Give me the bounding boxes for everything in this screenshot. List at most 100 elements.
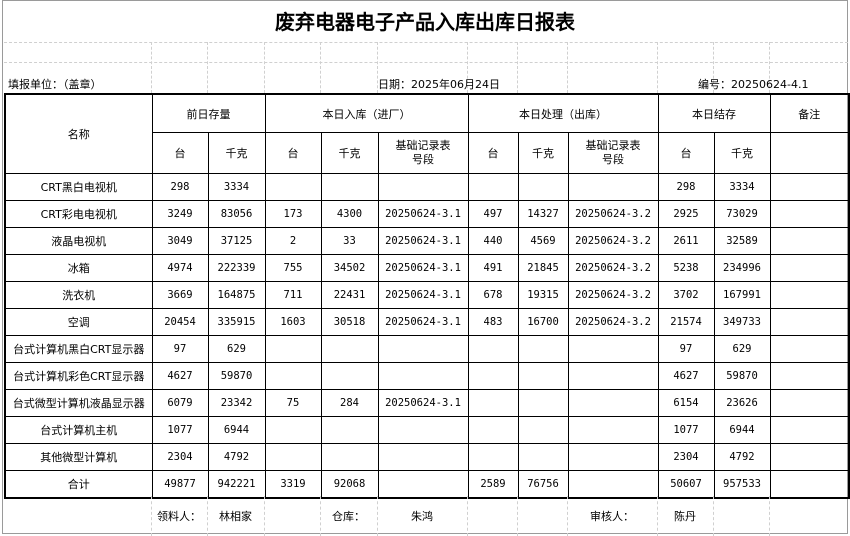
header-unit-tai: 台 xyxy=(657,132,715,174)
cell-bal-tai: 2925 xyxy=(657,200,715,228)
cell-name: 合计 xyxy=(4,470,153,499)
cell-remark xyxy=(769,308,850,336)
cell-out-tai: 491 xyxy=(467,254,519,282)
cell-prev-kg: 6944 xyxy=(207,416,266,444)
cell-in-record: 20250624-3.1 xyxy=(377,389,469,417)
cell-remark xyxy=(769,200,850,228)
cell-in-kg xyxy=(320,335,379,363)
gridline xyxy=(769,42,770,93)
cell-prev-tai: 1077 xyxy=(151,416,209,444)
cell-bal-kg: 4792 xyxy=(713,443,771,471)
cell-out-record xyxy=(567,470,659,499)
header-unit-tai: 台 xyxy=(151,132,209,174)
cell-out-tai xyxy=(467,335,519,363)
cell-bal-kg: 23626 xyxy=(713,389,771,417)
cell-out-record xyxy=(567,416,659,444)
signature-row: 领料人： 林相家 仓库： 朱鸿 审核人： 陈丹 xyxy=(4,496,848,536)
table-row: 洗衣机 3669 164875 711 22431 20250624-3.1 678 1931… xyxy=(4,281,850,309)
header-out: 本日处理（出库） xyxy=(467,93,659,133)
cell-in-record: 20250624-3.1 xyxy=(377,308,469,336)
cell-bal-kg: 6944 xyxy=(713,416,771,444)
gridline xyxy=(713,42,714,93)
gridline xyxy=(4,42,848,43)
cell-prev-kg: 164875 xyxy=(207,281,266,309)
cell-name: CRT彩电电视机 xyxy=(4,200,153,228)
cell-in-tai xyxy=(264,362,322,390)
cell-prev-kg: 942221 xyxy=(207,470,266,499)
cell-out-tai: 678 xyxy=(467,281,519,309)
cell-out-record: 20250624-3.2 xyxy=(567,308,659,336)
cell-out-kg xyxy=(517,416,569,444)
cell-bal-tai: 97 xyxy=(657,335,715,363)
cell-prev-tai: 6079 xyxy=(151,389,209,417)
cell-out-tai xyxy=(467,443,519,471)
cell-name: 台式计算机主机 xyxy=(4,416,153,444)
cell-bal-tai: 1077 xyxy=(657,416,715,444)
cell-bal-tai: 5238 xyxy=(657,254,715,282)
cell-bal-tai: 6154 xyxy=(657,389,715,417)
table-row: 液晶电视机 3049 37125 2 33 20250624-3.1 440 4569 2025… xyxy=(4,227,850,255)
cell-in-kg xyxy=(320,416,379,444)
gridline xyxy=(377,42,378,93)
cell-prev-tai: 97 xyxy=(151,335,209,363)
cell-name: 洗衣机 xyxy=(4,281,153,309)
gridline xyxy=(151,42,152,93)
receiver-label: 领料人： xyxy=(150,496,207,536)
cell-out-tai: 440 xyxy=(467,227,519,255)
total-row: 合计 49877 942221 3319 92068 2589 76756 50607 9575… xyxy=(4,470,850,499)
cell-out-record: 20250624-3.2 xyxy=(567,200,659,228)
cell-in-kg: 30518 xyxy=(320,308,379,336)
cell-remark xyxy=(769,389,850,417)
gridline xyxy=(264,42,265,93)
cell-in-kg: 33 xyxy=(320,227,379,255)
cell-out-kg xyxy=(517,443,569,471)
cell-in-tai: 173 xyxy=(264,200,322,228)
cell-out-record xyxy=(567,362,659,390)
table-row: 冰箱 4974 222339 755 34502 20250624-3.1 491 21845… xyxy=(4,254,850,282)
cell-name: 液晶电视机 xyxy=(4,227,153,255)
cell-bal-kg: 167991 xyxy=(713,281,771,309)
cell-out-kg: 76756 xyxy=(517,470,569,499)
cell-bal-tai: 3702 xyxy=(657,281,715,309)
cell-name: 台式计算机彩色CRT显示器 xyxy=(4,362,153,390)
cell-name: 冰箱 xyxy=(4,254,153,282)
header-remark: 备注 xyxy=(769,93,850,133)
cell-out-tai xyxy=(467,416,519,444)
header-unit-tai: 台 xyxy=(264,132,322,174)
cell-bal-tai: 2611 xyxy=(657,227,715,255)
cell-out-kg xyxy=(517,173,569,201)
gridline xyxy=(320,42,321,93)
cell-name: 台式计算机黑白CRT显示器 xyxy=(4,335,153,363)
gridline xyxy=(467,42,468,93)
cell-in-tai: 2 xyxy=(264,227,322,255)
cell-in-tai xyxy=(264,173,322,201)
cell-remark xyxy=(769,443,850,471)
table-row: 台式微型计算机液晶显示器 6079 23342 75 284 20250624-3.1 61… xyxy=(4,389,850,417)
cell-prev-kg: 629 xyxy=(207,335,266,363)
cell-remark xyxy=(769,173,850,201)
cell-in-record: 20250624-3.1 xyxy=(377,281,469,309)
cell-remark xyxy=(769,335,850,363)
cell-in-tai xyxy=(264,416,322,444)
cell-bal-tai: 50607 xyxy=(657,470,715,499)
cell-in-tai: 711 xyxy=(264,281,322,309)
cell-prev-kg: 4792 xyxy=(207,443,266,471)
cell-in-record: 20250624-3.1 xyxy=(377,254,469,282)
cell-in-kg: 22431 xyxy=(320,281,379,309)
report-title: 废弃电器电子产品入库出库日报表 xyxy=(275,10,575,34)
cell-prev-kg: 37125 xyxy=(207,227,266,255)
cell-bal-tai: 4627 xyxy=(657,362,715,390)
cell-prev-kg: 59870 xyxy=(207,362,266,390)
cell-in-tai: 75 xyxy=(264,389,322,417)
table-row: 台式计算机彩色CRT显示器 4627 59870 4627 59870 xyxy=(4,362,850,390)
cell-prev-kg: 3334 xyxy=(207,173,266,201)
cell-remark xyxy=(769,281,850,309)
cell-out-record xyxy=(567,173,659,201)
cell-prev-kg: 83056 xyxy=(207,200,266,228)
cell-prev-tai: 298 xyxy=(151,173,209,201)
cell-prev-tai: 2304 xyxy=(151,443,209,471)
cell-prev-tai: 4627 xyxy=(151,362,209,390)
cell-bal-kg: 3334 xyxy=(713,173,771,201)
cell-in-tai: 755 xyxy=(264,254,322,282)
table-row: 台式计算机主机 1077 6944 1077 6944 xyxy=(4,416,850,444)
